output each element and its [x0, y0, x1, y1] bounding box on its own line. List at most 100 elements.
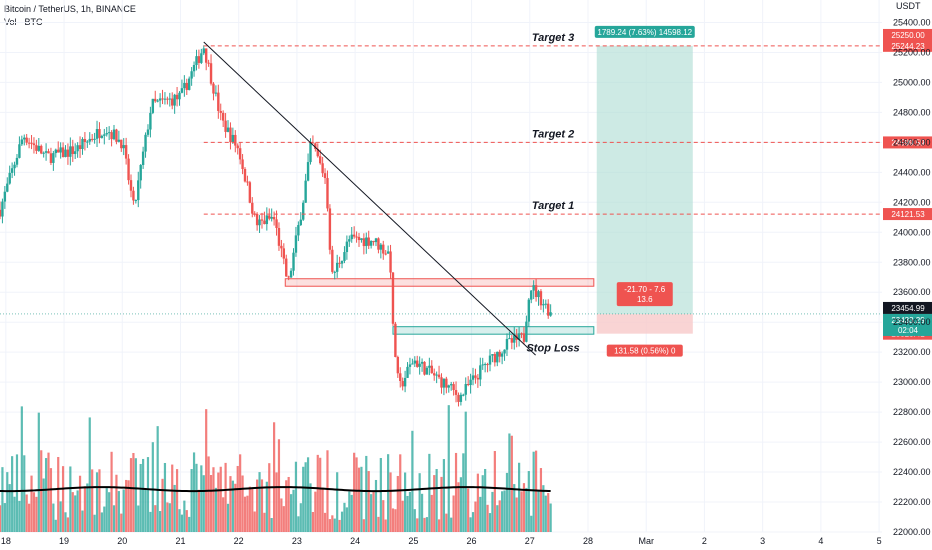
volume-bar	[353, 452, 356, 532]
volume-bar	[450, 517, 453, 532]
volume-bar	[6, 472, 9, 532]
volume-bar	[251, 487, 254, 532]
volume-bar	[15, 454, 19, 532]
candle-body	[180, 88, 184, 93]
profit-badge	[594, 25, 695, 38]
price-axis[interactable]: 22000.00 22200.00 22400.00 22600.00 22800.00…	[893, 17, 931, 537]
candle-body	[423, 361, 426, 375]
candle-body	[149, 112, 152, 130]
volume-bar	[248, 486, 251, 532]
volume-bar	[467, 488, 470, 532]
volume-bar	[74, 495, 77, 532]
loss-zone	[596, 314, 693, 334]
target-price-badge-text: 24121.53	[891, 210, 925, 219]
volume-bar	[287, 476, 290, 532]
price-tick-label: 22400.00	[893, 467, 931, 477]
candle-body	[498, 351, 501, 357]
volume-bar	[161, 478, 164, 532]
volume-bar	[326, 450, 329, 532]
volume-bar	[367, 471, 370, 532]
volume-bar	[285, 480, 288, 532]
candle-body	[372, 240, 375, 243]
volume-bar	[149, 511, 152, 532]
volume-bar	[513, 484, 516, 532]
volume-bar	[268, 463, 271, 532]
volume-bar	[544, 495, 547, 532]
symbol-title: Bitcoin / TetherUS, 1h, BINANCE	[4, 4, 136, 14]
candle-body	[469, 379, 472, 386]
volume-bar	[382, 500, 385, 532]
candle-body	[525, 321, 528, 342]
target-label: Target 3	[532, 32, 574, 44]
price-tick-label: 25000.00	[893, 77, 931, 87]
candle-body	[452, 384, 455, 391]
candle-body	[57, 149, 60, 153]
volume-bar	[139, 463, 142, 532]
candle-body	[508, 338, 511, 340]
candle-body	[141, 151, 145, 165]
volume-bar	[275, 472, 278, 532]
candle-body	[493, 354, 497, 363]
candle-body	[447, 385, 450, 388]
current-price-badge-text: 23454.99	[891, 304, 925, 313]
candle-body	[234, 134, 237, 146]
candle-body	[20, 139, 24, 145]
grid	[0, 0, 882, 533]
volume-bar	[340, 511, 344, 532]
candle-body	[144, 134, 147, 152]
volume-bar	[49, 468, 53, 532]
volume-bar	[282, 506, 285, 532]
volume-bar	[510, 435, 513, 532]
volume-bar	[464, 411, 467, 532]
candle-body	[411, 363, 414, 365]
volume-bar	[8, 484, 11, 532]
volume-bar	[447, 405, 450, 532]
volume-bar	[243, 496, 247, 532]
time-tick-label: 27	[525, 536, 535, 546]
candle-body	[47, 151, 50, 154]
candle-body	[377, 238, 380, 250]
candle-body	[425, 367, 429, 375]
volume-bar	[175, 469, 179, 532]
volume-bar	[163, 462, 167, 532]
candle-body	[78, 145, 82, 150]
candle-body	[115, 129, 118, 142]
volume-bar	[229, 476, 232, 532]
candle-body	[49, 153, 53, 163]
volume-bar	[396, 475, 399, 532]
candle-body	[440, 377, 443, 388]
candle-body	[248, 182, 252, 203]
candle-body	[527, 299, 531, 322]
volume-bar	[156, 426, 159, 532]
volume-bar	[154, 505, 157, 532]
candle-body	[416, 360, 419, 367]
candle-body	[219, 110, 222, 113]
volume-bar	[292, 489, 295, 532]
volume-bar	[129, 458, 133, 532]
volume-bar	[142, 458, 145, 532]
candle-body	[52, 153, 55, 163]
volume-bar	[525, 487, 528, 532]
candle-body	[120, 139, 123, 149]
candle-body	[272, 217, 276, 220]
last-price-badge-text: 23433.29	[891, 316, 925, 325]
candle-body	[510, 338, 514, 343]
candle-body	[32, 143, 36, 146]
candle-body	[311, 142, 315, 144]
target-label: Target 2	[532, 128, 574, 140]
candle-body	[42, 152, 45, 154]
volume-bar	[110, 451, 113, 532]
candle-body	[517, 333, 521, 340]
annotations: Target 1 24121.53 Target 2 24599.59 Target 3…	[0, 25, 932, 357]
volume-bar	[423, 517, 426, 532]
volume-bar	[416, 518, 419, 532]
time-axis[interactable]: 18 19 20 21 22 23 24 25 26 27 28 Mar 2 3 4 5	[1, 536, 882, 546]
candle-body	[229, 127, 232, 143]
profit-badge-text: 1789.24 (7.63%) 14598.12	[597, 28, 692, 37]
volume-bar	[0, 505, 2, 532]
candle-body	[1, 201, 4, 217]
volume-bar	[103, 506, 106, 532]
candle-body	[462, 394, 465, 396]
candle-body	[471, 375, 475, 380]
